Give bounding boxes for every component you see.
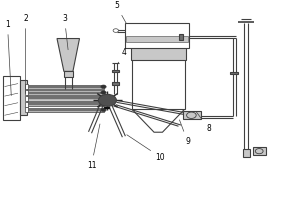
Bar <box>112 70 119 72</box>
Bar <box>112 82 119 85</box>
Text: 10: 10 <box>127 135 165 162</box>
Bar <box>132 38 184 109</box>
Bar <box>27 86 104 88</box>
Polygon shape <box>57 39 80 71</box>
Circle shape <box>101 91 106 94</box>
Bar <box>27 85 104 89</box>
Text: 3: 3 <box>62 14 68 50</box>
Circle shape <box>101 97 106 100</box>
Bar <box>178 34 183 40</box>
Bar <box>27 96 104 101</box>
Bar <box>27 103 104 105</box>
Bar <box>243 149 250 157</box>
Text: 8: 8 <box>196 112 211 133</box>
Text: 9: 9 <box>179 120 190 146</box>
Bar <box>27 102 104 106</box>
Polygon shape <box>132 109 184 132</box>
Bar <box>25 102 28 107</box>
Text: 2: 2 <box>23 14 28 94</box>
Bar <box>25 96 28 101</box>
Bar <box>20 80 27 115</box>
Bar <box>25 107 28 112</box>
Text: 11: 11 <box>87 124 100 170</box>
Bar <box>27 92 104 94</box>
Bar <box>124 23 189 48</box>
Bar <box>27 97 104 99</box>
Bar <box>25 90 28 95</box>
Bar <box>25 84 28 89</box>
Text: 5: 5 <box>114 1 126 23</box>
Text: 1: 1 <box>5 20 11 96</box>
Bar <box>253 147 266 155</box>
Bar <box>104 107 110 109</box>
Bar <box>64 71 73 77</box>
Circle shape <box>101 108 106 112</box>
Bar <box>130 46 186 60</box>
Bar <box>183 111 201 119</box>
Bar <box>27 109 104 111</box>
Circle shape <box>98 94 116 106</box>
Circle shape <box>101 85 106 89</box>
Bar <box>230 72 238 74</box>
Bar <box>126 36 188 42</box>
Bar <box>27 90 104 95</box>
Bar <box>3 76 20 120</box>
Circle shape <box>255 149 263 154</box>
Circle shape <box>113 29 118 32</box>
Text: 4: 4 <box>118 48 127 63</box>
Circle shape <box>101 102 106 106</box>
Bar <box>27 108 104 112</box>
Circle shape <box>187 112 196 118</box>
